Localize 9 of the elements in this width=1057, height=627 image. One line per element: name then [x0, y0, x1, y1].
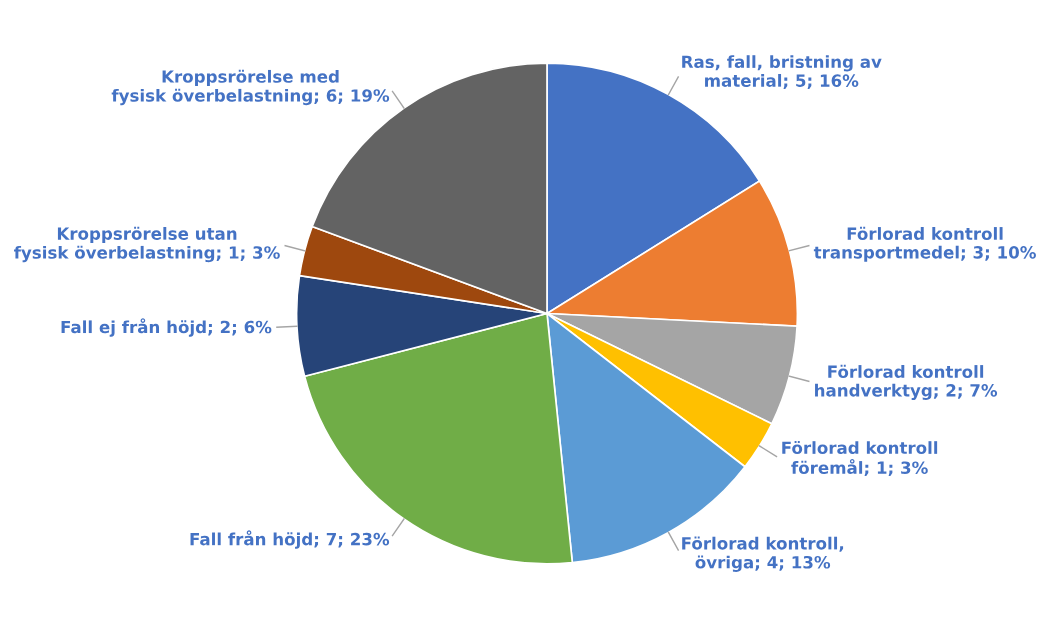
- slice-label: Förlorad kontroll, övriga; 4; 13%: [682, 536, 844, 572]
- slice-label: Kroppsrörelse med fysisk överbelastning; 6; 19%: [111, 69, 390, 106]
- slice-label: Fall ej från höjd; 2; 6%: [61, 318, 272, 337]
- slice-label: Kroppsrörelse utan fysisk överbelastning; 1; 3%: [14, 226, 280, 263]
- slice-label: Fall från höjd; 7; 23%: [190, 530, 390, 549]
- slice-label: Förlorad kontroll föremål; 1; 3%: [782, 440, 938, 477]
- slice-label: Förlorad kontroll transportmedel; 3; 10%: [813, 226, 1036, 262]
- slice-label: Förlorad kontroll handverktyg; 2; 7%: [815, 364, 998, 400]
- slice-label: Ras, fall, bristning av material; 5; 16%: [682, 55, 882, 90]
